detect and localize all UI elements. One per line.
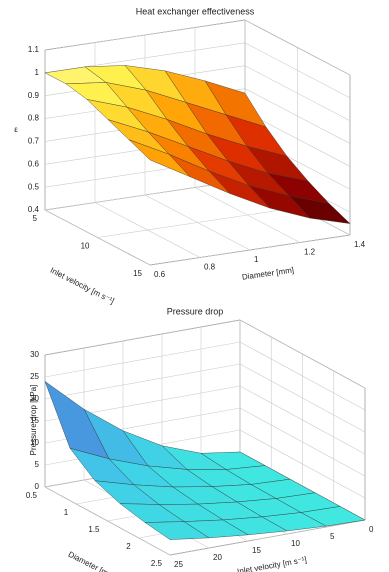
x-tick-label: 5 [33,214,38,223]
x-axis-label: Inlet velocity [m s⁻¹] [49,266,116,306]
z-tick-label: 0.4 [28,205,40,214]
grid-line [194,187,301,243]
grid-line [44,319,241,356]
x-tick-label: 1.5 [88,525,100,534]
surface-patch [144,521,210,540]
y-tick-label: 10 [291,539,300,548]
y-tick-label: 20 [213,553,222,562]
y-tick-label: 0 [369,525,374,534]
x-tick-label: 10 [81,242,90,251]
y-tick-label: 1 [254,255,259,264]
x-axis-label: Diameter [mm] [67,550,118,572]
surface-patch [128,139,191,177]
y-tick-label: 5 [330,532,335,541]
grid-line [44,209,151,266]
z-tick-label: 15 [30,416,39,425]
y-tick-label: 25 [174,560,183,569]
y-tick-label: 0.8 [204,263,216,272]
grid-line [94,202,201,258]
x-tick-label: 2 [126,542,131,551]
y-tick-label: 1.4 [354,240,366,249]
y-axis-label: Inlet velocity [m s⁻¹] [236,555,307,572]
z-tick-label: 10 [30,438,39,447]
grid-line [144,194,251,251]
z-tick-label: 0.5 [28,182,40,191]
grid-line [169,519,366,556]
y-tick-label: 15 [252,546,261,555]
x-tick-label: 0.5 [26,491,38,500]
grid-line [44,341,241,378]
z-tick-label: 20 [30,394,39,403]
x-tick-label: 2.5 [151,559,163,568]
z-axis-label: Pressure drop [kPa] [29,385,38,456]
z-axis-label: ε [14,125,18,134]
y-tick-label: 1.2 [304,248,316,257]
z-tick-label: 0 [35,482,40,491]
grid-line [44,486,171,556]
z-tick-label: 1 [35,68,40,77]
z-tick-label: 5 [35,460,40,469]
grid-line [44,363,241,400]
chart-title: Heat exchanger effectiveness [136,6,255,16]
z-tick-label: 30 [30,350,39,359]
z-tick-label: 0.6 [28,159,40,168]
z-tick-label: 0.8 [28,114,40,123]
x-tick-label: 15 [133,269,142,278]
y-tick-label: 0.6 [154,270,166,279]
z-tick-label: 25 [30,372,39,381]
y-axis-label: Diameter [mm] [241,266,294,282]
x-tick-label: 1 [64,508,69,517]
z-tick-label: 0.7 [28,137,40,146]
z-tick-label: 1.1 [28,45,40,54]
z-tick-label: 0.9 [28,91,40,100]
chart-title: Pressure drop [167,306,224,316]
